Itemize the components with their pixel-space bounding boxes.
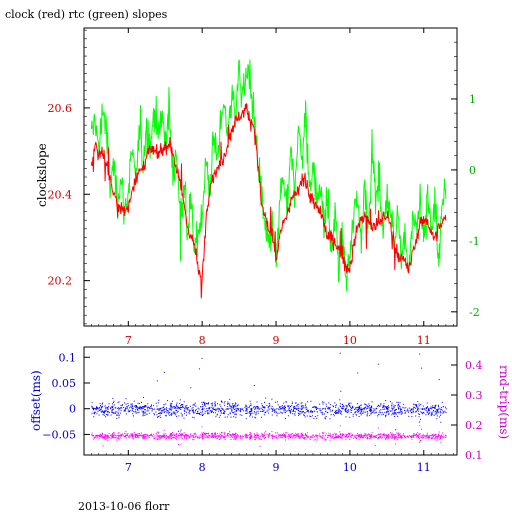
rnd-trip-scatter-points [91, 425, 447, 447]
slope-y2-tick-label: 1 [469, 93, 476, 106]
offset-axis-ticks: 7 8 9 10 11 −0.05 0 0.05 0.1 0.1 0.2 0.3 0.4 [42, 351, 482, 474]
offset-y-tick-label: 0 [69, 403, 76, 416]
footer-date-label: 2013-10-06 florr [78, 500, 170, 512]
slope-x-tick-label: 8 [199, 334, 206, 347]
offset-x-tick-label: 9 [273, 461, 280, 474]
slope-y-tick-label: 20.6 [48, 102, 73, 115]
offset-y-tick-label: 0.1 [59, 351, 77, 364]
slope-y2-tick-label: 0 [469, 164, 476, 177]
slope-x-tick-label: 10 [343, 334, 357, 347]
offset-x-tick-label: 11 [417, 461, 431, 474]
clock-series-line [90, 103, 447, 299]
slope-plot-frame [83, 27, 458, 327]
slope-x-tick-label: 7 [125, 334, 132, 347]
offset-scatter-points [91, 352, 447, 440]
rndtrip-y-axis-label: rnd-trip(ms) [497, 365, 511, 439]
slope-series-group [90, 59, 447, 299]
rtc-series-line [90, 59, 447, 292]
rndtrip-y2-tick-label: 0.2 [465, 419, 483, 432]
slope-y2-tick-label: -2 [469, 306, 480, 319]
offset-y-tick-label: −0.05 [42, 428, 76, 441]
offset-panel: 7 8 9 10 11 −0.05 0 0.05 0.1 0.1 0.2 0.3 0.4 offset(… [29, 346, 511, 474]
offset-x-tick-label: 8 [199, 461, 206, 474]
offset-x-tick-label: 10 [343, 461, 357, 474]
rnd-trip-point-cloud [91, 425, 447, 447]
chart-title: clock (red) rtc (green) slopes [5, 8, 168, 21]
slope-y2-tick-label: -1 [469, 235, 480, 248]
rndtrip-y2-tick-label: 0.1 [465, 449, 483, 462]
offset-point-cloud [91, 352, 447, 440]
offset-y-axis-label: offset(ms) [29, 370, 43, 431]
slope-x-tick-label: 9 [273, 334, 280, 347]
slope-y-axis-label: clockslope [35, 143, 49, 207]
slope-y-tick-label: 20.2 [48, 275, 73, 288]
slope-x-tick-label: 11 [417, 334, 431, 347]
offset-plot-frame [83, 346, 458, 456]
offset-series-group [91, 352, 447, 447]
slope-panel: 7 8 9 10 11 20.2 20.4 20.6 -2 -1 0 1 clockslope [35, 27, 480, 347]
offset-y-tick-label: 0.05 [52, 377, 77, 390]
slope-y-tick-label: 20.4 [48, 188, 73, 201]
offset-x-tick-label: 7 [125, 461, 132, 474]
rndtrip-y2-tick-label: 0.3 [465, 389, 483, 402]
slope-axis-ticks: 7 8 9 10 11 20.2 20.4 20.6 -2 -1 0 1 [48, 28, 480, 347]
rndtrip-y2-tick-label: 0.4 [465, 359, 483, 372]
